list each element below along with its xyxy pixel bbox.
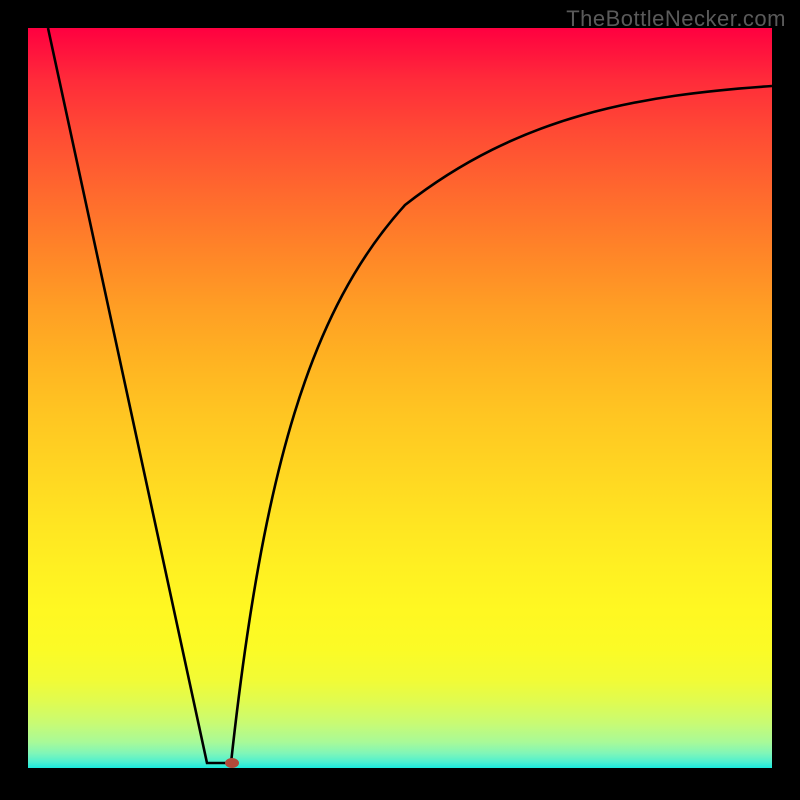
- curve-path: [48, 28, 772, 763]
- watermark-text: TheBottleNecker.com: [566, 6, 786, 32]
- bottleneck-curve: [0, 0, 800, 800]
- valley-marker: [225, 758, 239, 768]
